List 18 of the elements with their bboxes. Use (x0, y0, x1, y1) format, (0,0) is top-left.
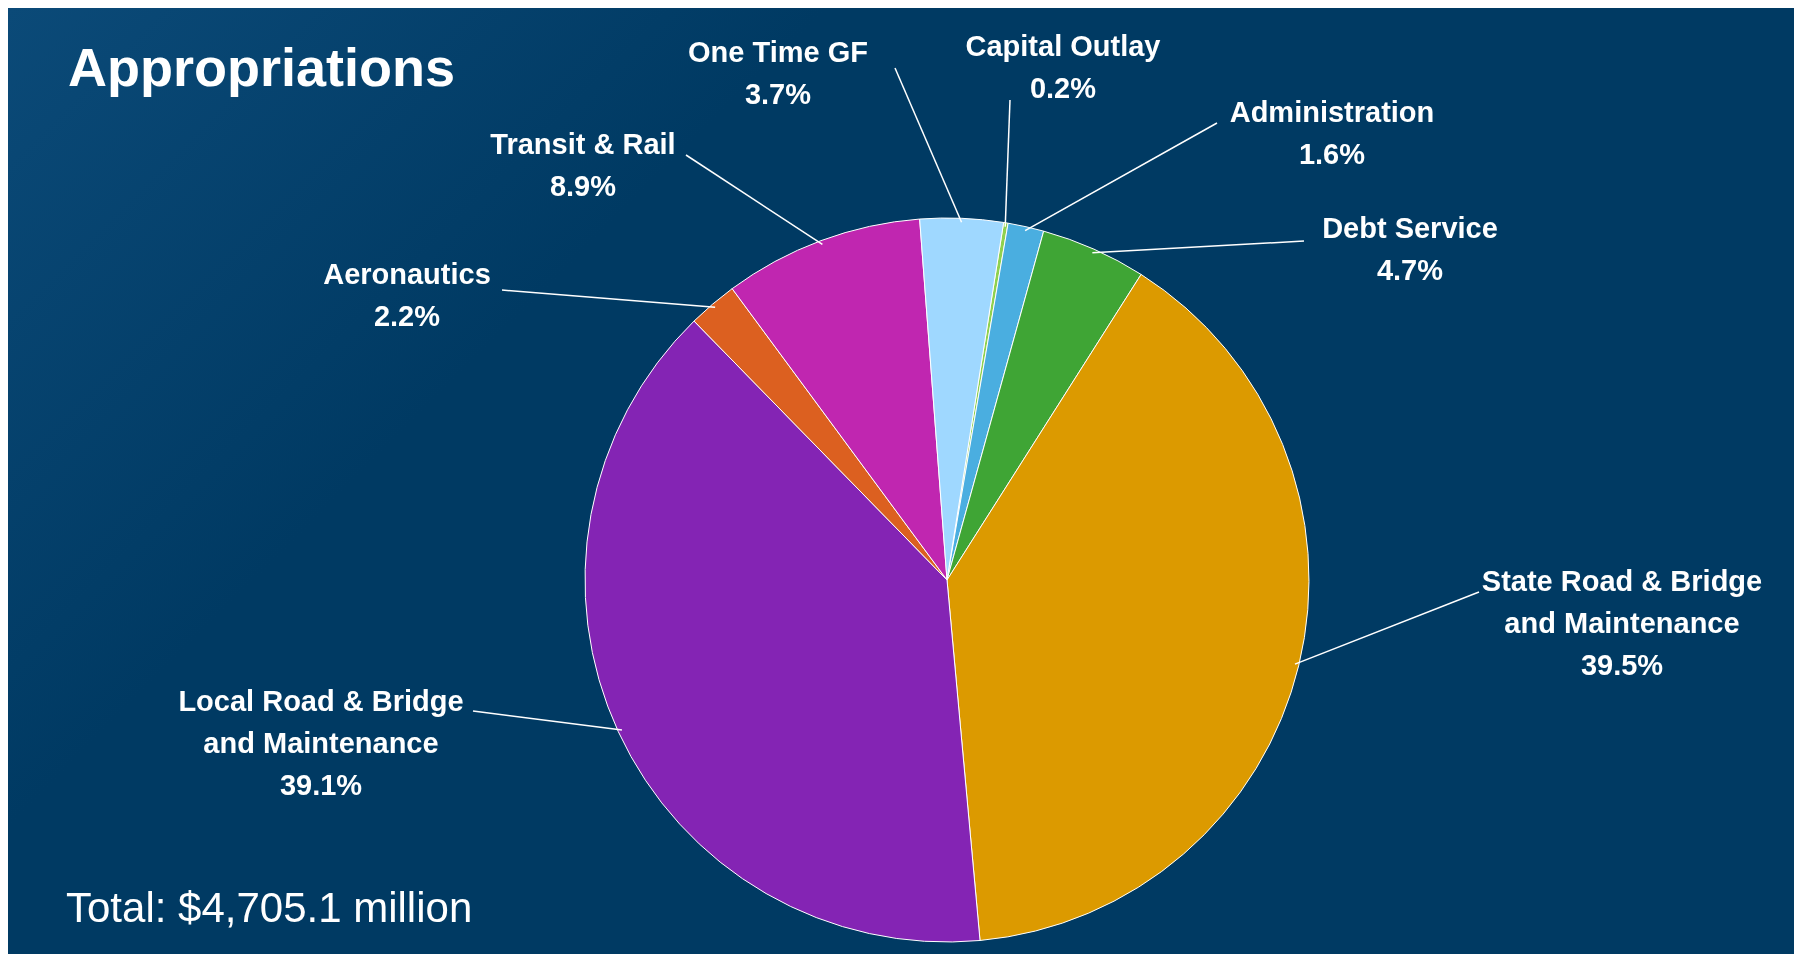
slice-label: One Time GF (688, 35, 868, 68)
data-label: 8.9% (549, 169, 617, 202)
slice-label: Capital Outlay (965, 29, 1161, 62)
text: Total: $4,705.1 million (66, 884, 473, 932)
slice-label: Local Road & Bridge and Maintenance (178, 684, 464, 759)
data-label: 4.7% (1376, 253, 1444, 286)
data-label: 1.6% (1298, 137, 1366, 170)
data-label: 39.1% (279, 768, 363, 801)
slice-label: Administration (1229, 95, 1435, 128)
data-label: 3.7% (744, 77, 812, 110)
chart-title: Appropriations (68, 36, 455, 98)
data-label: 0.2% (1029, 71, 1097, 104)
slice-label: Debt Service (1322, 211, 1498, 244)
slice-label: Aeronautics (323, 257, 491, 290)
slice-label: Transit & Rail (490, 127, 676, 160)
slice-label: State Road & Bridge and Maintenance (1481, 564, 1763, 639)
data-label: 39.5% (1580, 648, 1664, 681)
data-label: 2.2% (373, 299, 441, 332)
